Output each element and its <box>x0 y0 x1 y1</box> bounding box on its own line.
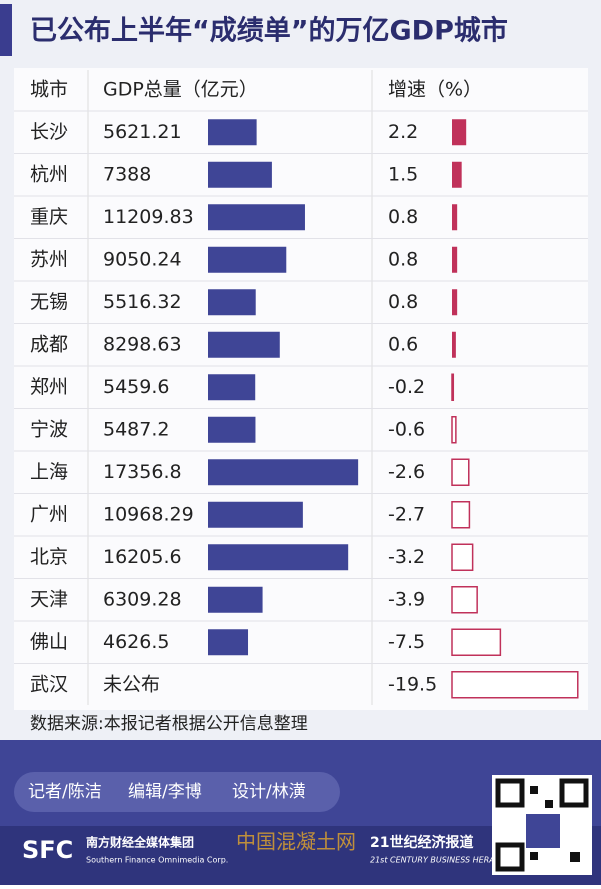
city: 佛山 <box>30 631 68 653</box>
city: 广州 <box>30 503 68 525</box>
gdp-bar <box>208 416 256 443</box>
gdp-bar <box>208 629 249 656</box>
growth-bar <box>452 289 458 316</box>
growth: 0.8 <box>388 248 418 270</box>
gdp: 5621.21 <box>103 121 182 143</box>
rows: 长沙 5621.21 2.2 杭州 7388 1.5 重庆 11209.83 0.8 苏州 9050… <box>14 110 588 699</box>
gdp: 未公布 <box>103 673 160 695</box>
growth-bar <box>451 501 471 529</box>
org: 21世纪经济报道 <box>370 834 473 851</box>
growth-bar <box>451 586 478 614</box>
city: 苏州 <box>30 248 68 270</box>
city: 郑州 <box>30 376 68 398</box>
growth: -19.5 <box>388 673 437 695</box>
gdp: 17356.8 <box>103 461 182 483</box>
growth: 0.8 <box>388 291 418 313</box>
table-panel <box>14 68 588 710</box>
gdp-bar <box>208 374 256 401</box>
city: 重庆 <box>30 206 68 228</box>
gdp: 5487.2 <box>103 418 169 440</box>
credit-pill <box>14 772 340 812</box>
growth-bar <box>451 458 470 486</box>
growth: -2.7 <box>388 503 425 525</box>
growth: -0.2 <box>388 376 425 398</box>
growth-bar <box>452 204 458 231</box>
gdp: 9050.24 <box>103 248 182 270</box>
city: 成都 <box>30 333 68 355</box>
gdp-bar <box>208 204 305 231</box>
growth-bar <box>451 671 579 699</box>
org-en: 21st CENTURY BUSINESS HERALD <box>370 856 505 865</box>
growth: 0.6 <box>388 333 418 355</box>
growth: -2.6 <box>388 461 425 483</box>
growth-bar <box>452 119 467 146</box>
org-en: Southern Finance Omnimedia Corp. <box>86 856 228 865</box>
logo: SFC <box>22 836 73 864</box>
city: 宁波 <box>30 418 68 440</box>
gdp-bar <box>208 289 256 316</box>
growth-bar <box>451 373 455 401</box>
gdp-bar <box>208 119 257 146</box>
growth-bar <box>451 628 502 656</box>
growth: -7.5 <box>388 631 425 653</box>
growth: 2.2 <box>388 121 418 143</box>
gdp: 7388 <box>103 163 151 185</box>
growth-bar <box>451 416 457 444</box>
growth: 0.8 <box>388 206 418 228</box>
growth: -3.2 <box>388 546 425 568</box>
col-header: 城市 <box>30 79 68 101</box>
growth-bar <box>452 246 458 273</box>
credit: 设计/林潢 <box>232 782 306 802</box>
gdp-bar <box>208 459 359 486</box>
gdp: 10968.29 <box>103 503 194 525</box>
gdp-bar <box>208 586 263 613</box>
credit: 记者/陈洁 <box>28 782 102 802</box>
growth-bar <box>451 543 474 571</box>
city: 天津 <box>30 588 68 610</box>
gdp-bar <box>208 246 287 273</box>
source: 数据来源:本报记者根据公开信息整理 <box>30 714 308 734</box>
gdp-bar <box>208 161 272 188</box>
qr-code <box>492 775 592 875</box>
gdp: 6309.28 <box>103 588 182 610</box>
gdp: 8298.63 <box>103 333 182 355</box>
credit: 编辑/李博 <box>128 782 202 802</box>
city: 武汉 <box>30 673 68 695</box>
growth: -3.9 <box>388 588 425 610</box>
gdp: 16205.6 <box>103 546 182 568</box>
growth: 1.5 <box>388 163 418 185</box>
gdp: 5516.32 <box>103 291 182 313</box>
title-accent <box>0 4 12 56</box>
city: 上海 <box>30 461 68 483</box>
city: 杭州 <box>30 163 68 185</box>
gdp-bar <box>208 501 303 528</box>
col-header: 增速（%） <box>388 79 482 101</box>
city: 北京 <box>30 546 68 568</box>
gdp-bar <box>208 544 349 571</box>
growth-bar <box>452 161 462 188</box>
city: 长沙 <box>30 121 68 143</box>
gdp: 4626.5 <box>103 631 169 653</box>
gdp: 11209.83 <box>103 206 194 228</box>
org: 南方财经全媒体集团 <box>86 835 194 850</box>
title: 已公布上半年“成绩单”的万亿GDP城市 <box>30 15 508 47</box>
watermark: 中国混凝土网 <box>236 830 356 854</box>
gdp: 5459.6 <box>103 376 169 398</box>
growth: -0.6 <box>388 418 425 440</box>
col-header: GDP总量（亿元） <box>103 79 258 101</box>
growth-bar <box>452 331 456 358</box>
city: 无锡 <box>30 291 68 313</box>
gdp-bar <box>208 331 280 358</box>
